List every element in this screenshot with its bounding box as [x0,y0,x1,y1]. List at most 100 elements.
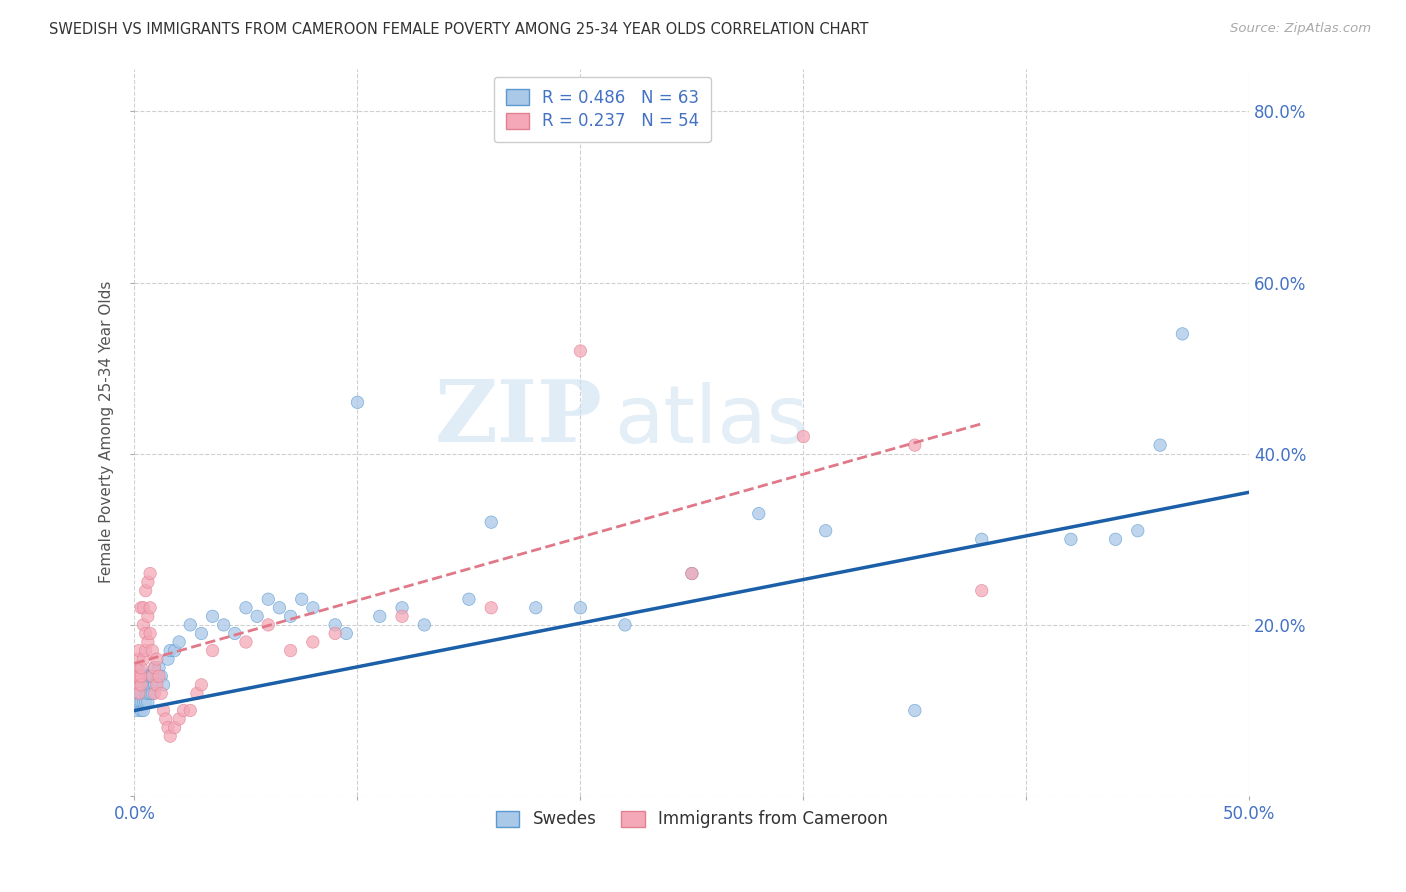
Point [148,661,170,675]
Point [139,626,162,640]
Point [132,695,155,709]
Point [970,533,993,547]
Point [186,686,208,700]
Point [792,429,814,443]
Point [413,618,436,632]
Text: Source: ZipAtlas.com: Source: ZipAtlas.com [1230,22,1371,36]
Point [681,566,703,581]
Point [152,678,174,692]
Point [904,704,927,718]
Point [201,609,224,624]
Point [135,626,157,640]
Point [125,673,148,688]
Point [1104,533,1126,547]
Point [143,661,166,675]
Point [135,695,157,709]
Point [748,507,770,521]
Point [129,695,152,709]
Point [163,721,186,735]
Point [148,669,170,683]
Point [257,592,280,607]
Point [167,635,190,649]
Point [129,661,152,675]
Point [269,600,291,615]
Point [141,643,163,657]
Point [280,609,302,624]
Point [129,600,152,615]
Point [173,704,195,718]
Point [257,618,280,632]
Point [190,678,212,692]
Point [224,626,246,640]
Point [201,643,224,657]
Point [458,592,481,607]
Point [128,686,150,700]
Point [128,686,150,700]
Point [150,669,173,683]
Point [1060,533,1083,547]
Point [129,686,152,700]
Point [125,704,148,718]
Point [146,669,169,683]
Point [132,704,155,718]
Point [335,626,357,640]
Point [128,652,150,666]
Point [136,695,159,709]
Point [569,343,592,358]
Point [167,712,190,726]
Point [479,515,502,529]
Point [150,686,173,700]
Point [280,643,302,657]
Point [136,609,159,624]
Point [136,686,159,700]
Point [479,600,502,615]
Point [159,729,181,743]
Point [1171,326,1194,341]
Point [129,669,152,683]
Point [1149,438,1171,452]
Point [246,609,269,624]
Point [904,438,927,452]
Point [155,712,177,726]
Point [136,669,159,683]
Point [132,678,155,692]
Point [128,643,150,657]
Point [128,695,150,709]
Point [135,583,157,598]
Point [136,635,159,649]
Point [235,635,257,649]
Point [346,395,368,409]
Y-axis label: Female Poverty Among 25-34 Year Olds: Female Poverty Among 25-34 Year Olds [100,281,114,583]
Point [159,643,181,657]
Point [135,643,157,657]
Point [139,566,162,581]
Point [125,669,148,683]
Point [291,592,314,607]
Point [136,575,159,590]
Point [141,669,163,683]
Point [614,618,637,632]
Legend: Swedes, Immigrants from Cameroon: Swedes, Immigrants from Cameroon [489,804,894,835]
Point [143,661,166,675]
Point [141,686,163,700]
Point [302,635,325,649]
Point [143,678,166,692]
Point [190,626,212,640]
Point [152,704,174,718]
Point [129,704,152,718]
Point [135,686,157,700]
Point [391,600,413,615]
Point [141,669,163,683]
Point [681,566,703,581]
Point [1126,524,1149,538]
Point [128,669,150,683]
Point [139,600,162,615]
Point [569,600,592,615]
Point [970,583,993,598]
Point [302,600,325,615]
Point [135,678,157,692]
Point [129,678,152,692]
Point [143,686,166,700]
Point [139,678,162,692]
Point [146,652,169,666]
